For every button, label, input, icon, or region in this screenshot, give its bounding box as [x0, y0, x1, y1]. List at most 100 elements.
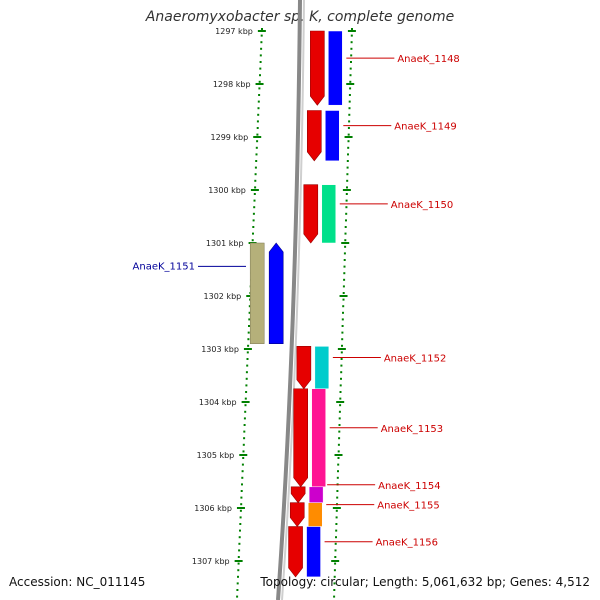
scale-dot — [257, 100, 260, 103]
scale-dot — [337, 450, 340, 453]
scale-dot — [239, 516, 242, 519]
scale-dot — [260, 47, 263, 50]
scale-dot — [255, 160, 258, 162]
scale-dot — [342, 305, 345, 308]
gene-arrow-forward[interactable] — [303, 184, 319, 244]
scale-dot — [261, 28, 263, 30]
scale-dot — [346, 186, 348, 189]
scale-dot — [256, 127, 259, 129]
gene-arrow-forward[interactable] — [288, 526, 303, 578]
scale-dot — [338, 417, 341, 420]
gene-label[interactable]: AnaeK_1155 — [377, 501, 439, 512]
scale-dot — [241, 476, 244, 479]
tick-label: 1300 kbp — [208, 186, 246, 195]
tick-label: 1297 kbp — [215, 27, 253, 36]
gene-cog-bar — [307, 502, 323, 527]
scale-dot — [345, 206, 348, 209]
scale-dot — [346, 160, 349, 162]
scale-dot — [341, 331, 344, 334]
scale-dot — [258, 94, 261, 96]
scale-dot — [346, 166, 349, 169]
scale-dot — [254, 179, 257, 182]
scale-dot — [255, 153, 258, 156]
tick-label: 1302 kbp — [204, 292, 242, 301]
gene-cog-bar — [325, 110, 340, 162]
gene-label[interactable]: AnaeK_1149 — [394, 122, 456, 133]
gene-arrow-forward[interactable] — [289, 502, 305, 528]
scale-dot — [334, 549, 337, 552]
scale-dot — [347, 146, 350, 149]
scale-dot — [236, 582, 239, 585]
scale-dot — [337, 443, 340, 446]
scale-dot — [340, 358, 343, 360]
scale-dot — [252, 226, 255, 228]
gene-label[interactable]: AnaeK_1156 — [376, 538, 438, 549]
scale-dot — [242, 443, 245, 446]
scale-dot — [240, 496, 243, 499]
scale-dot — [238, 542, 241, 545]
scale-dot — [333, 589, 336, 591]
scale-dot — [348, 107, 351, 110]
gene-label[interactable]: AnaeK_1152 — [384, 354, 446, 365]
scale-dot — [256, 133, 259, 136]
scale-dot — [347, 127, 350, 129]
scale-dot — [243, 437, 246, 440]
scale-dot — [335, 509, 338, 512]
scale-dot — [348, 113, 351, 116]
gene-arrow-forward[interactable] — [306, 110, 322, 162]
gene-arrow-forward[interactable] — [310, 30, 325, 106]
scale-dot — [337, 457, 340, 459]
gene-label[interactable]: AnaeK_1154 — [378, 481, 440, 492]
scale-dot — [336, 490, 339, 492]
scale-dot — [246, 358, 249, 360]
scale-dot — [339, 391, 342, 393]
tick-label: 1299 kbp — [211, 133, 249, 142]
scale-dot — [257, 107, 260, 110]
scale-dot — [345, 199, 348, 202]
gene-arrow-forward[interactable] — [290, 486, 306, 504]
scale-dot — [238, 549, 241, 552]
scale-dot — [240, 490, 243, 492]
scale-dot — [245, 377, 248, 380]
gene-arrow-forward[interactable] — [293, 388, 308, 488]
scale-dot — [338, 437, 341, 440]
gene-label[interactable]: AnaeK_1153 — [381, 424, 443, 435]
scale-dot — [242, 457, 245, 459]
scale-dot — [348, 100, 351, 103]
scale-dot — [237, 569, 240, 572]
gene-cog-bar — [314, 346, 330, 390]
scale-dot — [335, 523, 338, 525]
tick-label: 1303 kbp — [201, 345, 239, 354]
scale-dot — [241, 483, 243, 486]
scale-dot — [344, 239, 347, 242]
gene-label[interactable]: AnaeK_1151 — [133, 261, 195, 272]
scale-dot — [340, 364, 343, 367]
scale-dot — [244, 404, 247, 407]
scale-line-right — [333, 28, 353, 598]
scale-dot — [245, 391, 248, 393]
gene-label[interactable]: AnaeK_1150 — [391, 200, 453, 211]
gene-label[interactable]: AnaeK_1148 — [397, 54, 459, 65]
scale-dot — [350, 54, 353, 57]
scale-dot — [252, 212, 255, 215]
gene-arrow-reverse[interactable] — [268, 242, 284, 344]
scale-dot — [257, 113, 260, 116]
scale-dot — [258, 80, 261, 83]
scale-dot — [248, 325, 250, 327]
scale-dot — [252, 232, 254, 235]
tick-label: 1304 kbp — [199, 398, 237, 407]
gene-cog-bar — [306, 526, 321, 578]
scale-dot — [244, 397, 247, 400]
scale-dot — [341, 338, 344, 341]
scale-dot — [247, 344, 250, 347]
gene-arrow-forward[interactable] — [296, 346, 312, 390]
scale-dot — [333, 582, 336, 585]
scale-dot — [244, 410, 247, 413]
gene-cog-bar — [308, 486, 324, 503]
scale-dot — [243, 430, 246, 433]
scale-dot — [254, 166, 257, 169]
scale-dot — [245, 371, 248, 374]
tick-label: 1298 kbp — [213, 80, 251, 89]
scale-dot — [252, 219, 255, 222]
